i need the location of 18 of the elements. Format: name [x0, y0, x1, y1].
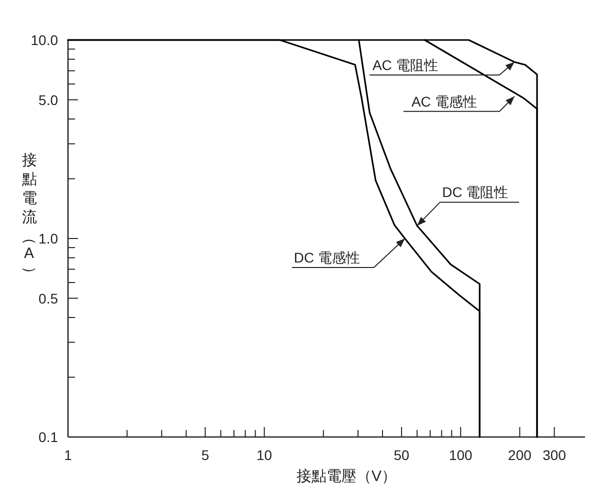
- annotation: DC 電感性: [294, 250, 360, 266]
- annotation: AC 電感性: [411, 93, 477, 110]
- x-tick-label: 300: [542, 447, 566, 463]
- annotation: DC 電阻性: [442, 184, 508, 200]
- x-tick-label: 100: [448, 447, 473, 463]
- x-tick-label: 1: [64, 447, 72, 463]
- annotation: AC 電阻性: [372, 56, 438, 73]
- y-tick-label: 0.5: [38, 290, 58, 306]
- x-tick-label: 200: [508, 447, 532, 463]
- x-tick-label: 5: [201, 447, 210, 463]
- y-tick-label: 5.0: [38, 92, 58, 108]
- y-tick-label: 10.0: [30, 32, 58, 48]
- x-tick-label: 10: [256, 447, 272, 463]
- y-axis-title: 接點電流（A）: [21, 152, 38, 281]
- x-tick-label: 50: [394, 447, 410, 463]
- y-tick-label: 0.1: [38, 429, 58, 445]
- y-tick-label: 1.0: [38, 230, 58, 246]
- x-axis-title: 接點電壓（V）: [296, 468, 397, 485]
